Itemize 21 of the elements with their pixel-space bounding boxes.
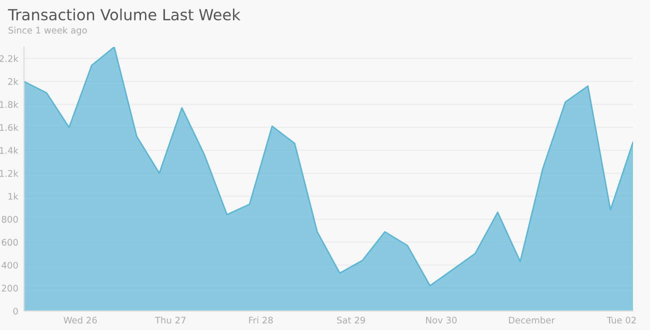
x-tick-label: Thu 27 — [154, 316, 186, 324]
y-tick-label: 200 — [2, 284, 18, 292]
y-tick-label: 1.8k — [0, 100, 18, 108]
y-tick-label: 1k — [8, 192, 18, 200]
y-tick-label: 600 — [2, 238, 18, 246]
x-tick-label: Fri 28 — [249, 316, 273, 324]
x-tick-label: Wed 26 — [64, 316, 97, 324]
y-tick-label: 0 — [13, 308, 18, 315]
y-tick-label: 2.2k — [0, 55, 18, 62]
y-tick-label: 800 — [2, 216, 18, 223]
y-tick-label: 2k — [8, 78, 18, 85]
x-tick-label: Tue 02 — [606, 316, 636, 324]
chart-subtitle: Since 1 week ago — [8, 26, 87, 36]
y-tick-label: 1.6k — [0, 124, 18, 131]
chart-title: Transaction Volume Last Week — [8, 8, 240, 20]
x-tick-label: December — [508, 316, 555, 324]
y-tick-label: 1.4k — [0, 146, 18, 154]
x-tick-label: Nov 30 — [426, 316, 457, 324]
y-tick-label: 400 — [2, 262, 18, 269]
y-tick-label: 1.2k — [0, 170, 18, 177]
x-tick-label: Sat 29 — [337, 316, 365, 324]
